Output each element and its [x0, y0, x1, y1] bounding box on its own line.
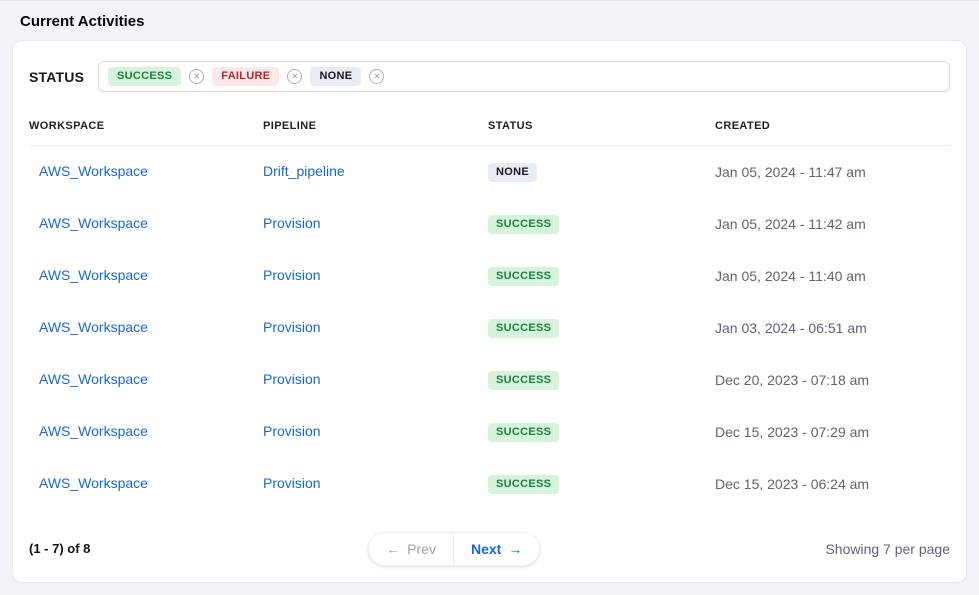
pipeline-link[interactable]: Provision [263, 475, 321, 491]
prev-button[interactable]: ← Prev [369, 532, 453, 565]
created-cell: Dec 15, 2023 - 07:29 am [715, 424, 870, 440]
tag-remove-icon[interactable]: ✕ [189, 69, 205, 84]
workspace-link[interactable]: AWS_Workspace [39, 371, 148, 387]
status-badge: SUCCESS [488, 475, 560, 494]
status-badge: SUCCESS [488, 371, 560, 390]
status-badge: NONE [488, 163, 537, 182]
next-button-label: Next [470, 540, 502, 557]
arrow-right-icon: → [508, 540, 523, 557]
created-cell: Jan 03, 2024 - 06:51 am [715, 320, 867, 336]
workspace-link[interactable]: AWS_Workspace [39, 423, 148, 439]
created-cell: Jan 05, 2024 - 11:40 am [715, 268, 866, 284]
table-row: AWS_Workspace Drift_pipeline NONE Jan 05… [29, 146, 950, 198]
created-cell: Jan 05, 2024 - 11:42 am [715, 216, 866, 232]
next-button[interactable]: Next → [452, 532, 540, 565]
pagination-range: (1 - 7) of 8 [29, 541, 91, 556]
pipeline-link[interactable]: Provision [263, 267, 321, 283]
workspace-link[interactable]: AWS_Workspace [39, 163, 148, 179]
filter-tag: FAILURE [212, 67, 280, 86]
status-badge: SUCCESS [488, 215, 560, 234]
header-cell-created: CREATED [715, 120, 771, 132]
pagination-footer: (1 - 7) of 8 ← Prev Next → Showing 7 per… [13, 515, 966, 582]
table-row: AWS_Workspace Provision SUCCESS Jan 05, … [29, 198, 950, 250]
status-badge: SUCCESS [488, 423, 560, 442]
pipeline-link[interactable]: Provision [263, 423, 321, 439]
header-cell-status: STATUS [488, 120, 533, 132]
page-title: Current Activities [20, 13, 145, 30]
table-row: AWS_Workspace Provision SUCCESS Jan 03, … [29, 302, 950, 354]
status-filter-label: STATUS [29, 68, 85, 85]
filter-tag: SUCCESS [108, 67, 182, 86]
created-cell: Jan 05, 2024 - 11:47 am [715, 164, 866, 180]
table-row: AWS_Workspace Provision SUCCESS Dec 15, … [29, 458, 950, 510]
table-header: WORKSPACE PIPELINE STATUS CREATED [29, 120, 950, 146]
header-cell-pipeline: PIPELINE [263, 120, 317, 132]
table-row: AWS_Workspace Provision SUCCESS Dec 15, … [29, 406, 950, 458]
table-body: AWS_Workspace Drift_pipeline NONE Jan 05… [29, 146, 950, 510]
workspace-link[interactable]: AWS_Workspace [39, 475, 148, 491]
workspace-link[interactable]: AWS_Workspace [39, 267, 148, 283]
workspace-link[interactable]: AWS_Workspace [39, 215, 148, 231]
tag-remove-icon[interactable]: ✕ [369, 69, 385, 84]
table-row: AWS_Workspace Provision SUCCESS Dec 20, … [29, 354, 950, 406]
pipeline-link[interactable]: Provision [263, 215, 321, 231]
pager-group: ← Prev Next → [368, 531, 541, 566]
activities-table: WORKSPACE PIPELINE STATUS CREATED AWS_Wo… [29, 120, 950, 510]
filter-tag: NONE [310, 67, 362, 86]
top-divider [0, 0, 979, 1]
activities-card: STATUS SUCCESS ✕ FAILURE ✕ NONE ✕ WORKSP… [12, 40, 967, 583]
arrow-left-icon: ← [386, 540, 401, 557]
header-cell-workspace: WORKSPACE [29, 120, 105, 132]
prev-button-label: Prev [407, 540, 436, 557]
pipeline-link[interactable]: Provision [263, 319, 321, 335]
status-badge: SUCCESS [488, 319, 560, 338]
created-cell: Dec 20, 2023 - 07:18 am [715, 372, 870, 388]
pipeline-link[interactable]: Provision [263, 371, 321, 387]
workspace-link[interactable]: AWS_Workspace [39, 319, 148, 335]
table-row: AWS_Workspace Provision SUCCESS Jan 05, … [29, 250, 950, 302]
status-badge: SUCCESS [488, 267, 560, 286]
status-filter-row: STATUS SUCCESS ✕ FAILURE ✕ NONE ✕ [29, 61, 950, 92]
status-filter-input[interactable]: SUCCESS ✕ FAILURE ✕ NONE ✕ [98, 61, 950, 92]
tag-remove-icon[interactable]: ✕ [287, 69, 303, 84]
created-cell: Dec 15, 2023 - 06:24 am [715, 476, 870, 492]
pipeline-link[interactable]: Drift_pipeline [263, 163, 345, 179]
per-page-label: Showing 7 per page [825, 540, 950, 557]
